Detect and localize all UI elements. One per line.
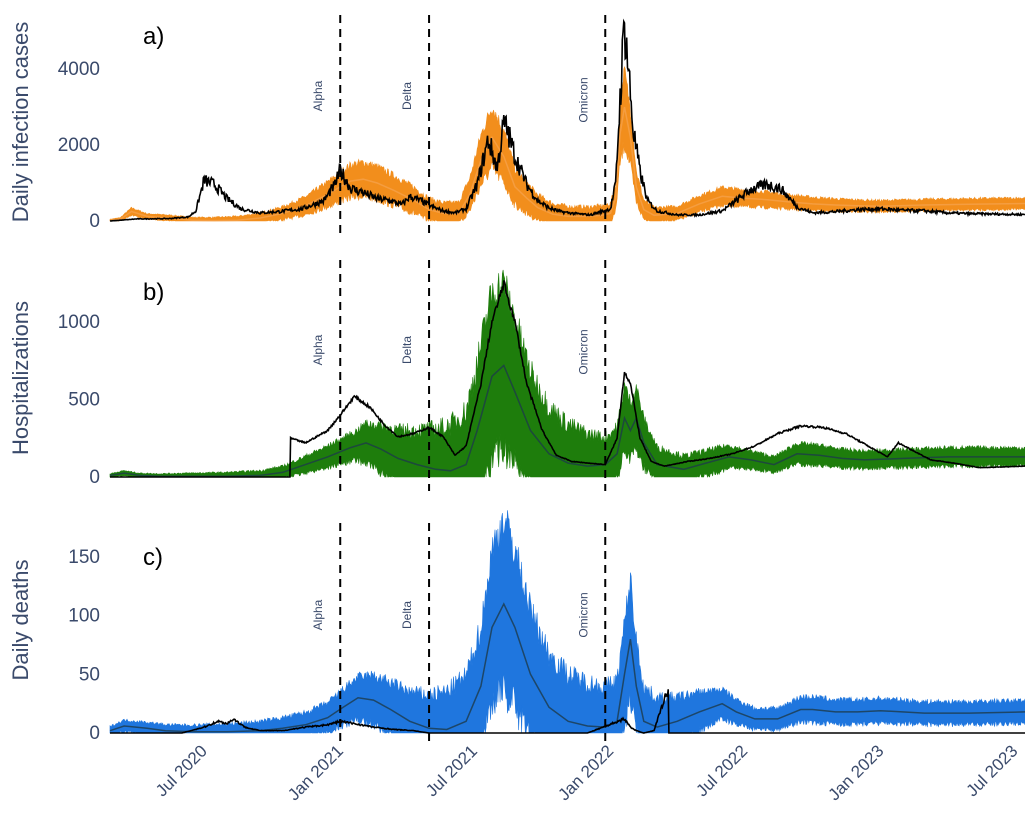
observed-line-0 <box>109 18 1025 222</box>
panel-a: Alpha Delta Omicron 0 2000 4000 a) Daily infe… <box>8 15 1025 235</box>
ytick-label: 0 <box>89 723 100 744</box>
ytick-label: 0 <box>89 467 100 488</box>
variant-label-omicron: Omicron <box>576 329 590 374</box>
model-band-1 <box>109 269 1025 479</box>
xtick-label: Jul 2022 <box>692 741 751 800</box>
ytick-label: 500 <box>68 390 100 411</box>
ytick-label: 2000 <box>58 135 100 156</box>
xtick-label: Jul 2023 <box>963 741 1022 800</box>
panel-b-label: b) <box>143 279 164 306</box>
model-band-2 <box>109 510 1025 734</box>
panel-a-ylabel: Daily infection cases <box>8 22 33 223</box>
panel-b-ylabel: Hospitalizations <box>8 301 33 455</box>
panel-c: Alpha Delta Omicron 0 50 100 150 c) Daily deat… <box>8 510 1025 747</box>
ytick-label: 4000 <box>58 59 100 80</box>
ytick-label: 150 <box>68 547 100 568</box>
xtick-label: Jul 2020 <box>152 741 211 800</box>
xtick-label: Jul 2021 <box>422 741 481 800</box>
variant-label-alpha: Alpha <box>311 599 325 630</box>
variant-label-delta: Delta <box>400 82 414 110</box>
panel-c-label: c) <box>143 544 163 571</box>
variant-label-alpha: Alpha <box>311 334 325 365</box>
xtick-label: Jan 2023 <box>825 741 888 804</box>
ytick-label: 0 <box>89 211 100 232</box>
variant-label-alpha: Alpha <box>311 80 325 111</box>
model-mean-line-2 <box>109 602 1025 733</box>
variant-label-delta: Delta <box>400 601 414 629</box>
variant-label-omicron: Omicron <box>576 77 590 122</box>
x-axis: Jul 2020 Jan 2021 Jul 2021 Jan 2022 Jul 2022… <box>152 741 1022 804</box>
panel-b: Alpha Delta Omicron 0 500 1000 b) Hospitaliza… <box>8 260 1025 491</box>
observed-line-2 <box>110 689 1025 734</box>
ytick-label: 50 <box>79 664 100 685</box>
model-band-0 <box>109 65 1025 222</box>
observed-line-1 <box>110 280 1025 478</box>
xtick-label: Jan 2022 <box>554 741 617 804</box>
xtick-label: Jan 2021 <box>284 741 347 804</box>
ytick-label: 100 <box>68 606 100 627</box>
variant-label-omicron: Omicron <box>576 592 590 637</box>
variant-label-delta: Delta <box>400 336 414 364</box>
panel-a-label: a) <box>143 23 164 50</box>
panel-c-ylabel: Daily deaths <box>8 559 33 680</box>
ytick-label: 1000 <box>58 312 100 333</box>
model-mean-line-0 <box>109 106 1025 222</box>
